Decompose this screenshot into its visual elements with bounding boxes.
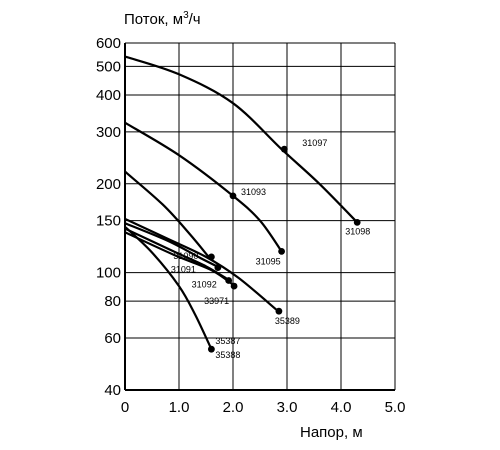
- x-tick-label: 5.0: [385, 399, 406, 416]
- data-point-label: 33971: [204, 296, 229, 306]
- data-point-label: 31097: [302, 138, 327, 148]
- data-point-label: 31090: [173, 251, 198, 261]
- y-axis-title-superscript: 3: [183, 10, 189, 21]
- y-axis-title: Поток, м3/ч: [124, 10, 201, 28]
- x-tick-label: 2.0: [223, 399, 244, 416]
- y-tick-label: 300: [96, 124, 121, 141]
- series-line: [124, 217, 277, 311]
- series-curves: [124, 55, 361, 353]
- y-tick-label: 100: [96, 265, 121, 282]
- data-point-label: 31093: [241, 187, 266, 197]
- data-point-marker: [353, 218, 361, 226]
- x-tick-label: 0: [121, 399, 129, 416]
- y-tick-label: 80: [104, 293, 121, 310]
- y-tick-label: 60: [104, 330, 121, 347]
- data-point-marker: [214, 264, 222, 271]
- series-line: [124, 55, 358, 224]
- x-tick-label: 1.0: [169, 399, 190, 416]
- data-point-label: 35388: [215, 350, 240, 360]
- y-tick-label: 600: [96, 35, 121, 52]
- series-line: [124, 222, 220, 269]
- x-tick-labels: 0 1.0 2.0 3.0 4.0 5.0: [121, 399, 406, 416]
- x-tick-label: 4.0: [331, 399, 352, 416]
- series-line: [124, 170, 210, 258]
- data-point-marker: [229, 192, 237, 200]
- grid: [125, 42, 396, 390]
- data-point-marker: [230, 282, 238, 290]
- data-point-label: 35389: [275, 316, 300, 326]
- data-point-marker: [280, 145, 288, 153]
- y-tick-label: 200: [96, 176, 121, 193]
- y-axis-title-suffix: /ч: [189, 11, 201, 28]
- data-point-label: 31098: [345, 226, 370, 236]
- data-point-marker: [278, 247, 285, 255]
- x-tick-label: 3.0: [277, 399, 298, 416]
- data-point-marker: [208, 345, 215, 353]
- data-point-label: 31091: [171, 265, 196, 275]
- y-tick-label: 400: [96, 87, 121, 104]
- y-tick-label: 150: [96, 213, 121, 230]
- y-tick-label: 40: [104, 382, 121, 399]
- data-point-marker: [275, 307, 283, 315]
- x-axis-title: Напор, м: [300, 424, 363, 441]
- data-point-label: 35387: [215, 336, 240, 346]
- y-tick-label: 500: [96, 58, 121, 75]
- y-tick-labels: 40 60 80 100 150 200 300 400 500 600: [96, 35, 121, 399]
- series-line: [124, 231, 234, 286]
- axes: [124, 43, 395, 391]
- series-line: [124, 225, 213, 350]
- data-point-label: 31095: [256, 256, 281, 266]
- data-point-label: 31092: [192, 280, 217, 290]
- point-labels: 31097 31098 31093 31095 31090 35389 31091 31092…: [171, 138, 370, 360]
